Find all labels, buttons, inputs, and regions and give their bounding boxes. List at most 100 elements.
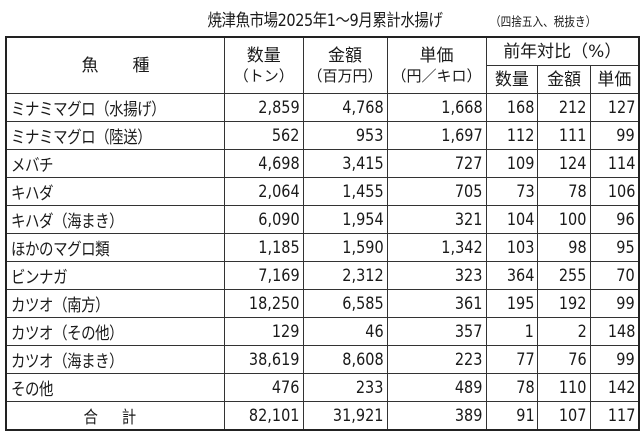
cell-text: 8,608 [342,349,384,370]
cell-text: 727 [454,153,483,174]
header-fish: 魚 種 [5,36,225,94]
cell-text: 1,697 [441,125,483,146]
cell-text: 76 [568,349,587,370]
cell-text: 38,619 [248,349,300,370]
table-row: カツオ（その他） 129 46 357 1 2 148 [5,317,640,346]
value-cell: 129 [223,317,304,346]
cell-text: 1,590 [342,237,384,258]
cell-text: 78 [568,181,587,202]
table-row: その他 476 233 489 78 110 142 [5,373,640,402]
fish-name-cell: ビンナガ [5,261,225,290]
cell-text: 6,585 [342,293,384,314]
cell-text: 142 [607,377,635,398]
header-yoy-quantity: 数量 [485,65,539,94]
cell-text: 1,342 [441,237,483,258]
cell-text: 78 [515,377,535,398]
value-cell: 727 [386,149,487,178]
cell-text: 2,064 [258,181,300,202]
cell-text: 6,090 [258,209,300,230]
value-cell: 255 [537,261,591,290]
value-cell: 476 [223,373,304,402]
header-quantity: 数量 （トン） [223,36,304,94]
value-cell: 103 [485,233,539,262]
value-cell: 99 [589,121,640,150]
header-unit-price-unit: （円／キロ） [391,66,482,85]
cell-text: カツオ（南方） [11,296,110,316]
fish-name-cell: 合計 [5,401,225,431]
cell-text: 106 [607,181,635,202]
cell-text: 357 [454,321,483,342]
cell-text: カツオ（その他） [11,324,124,344]
value-cell: 46 [302,317,388,346]
value-cell: 705 [386,177,487,206]
cell-text: 91 [515,405,535,426]
value-cell: 6,090 [223,205,304,234]
cell-text: 110 [559,377,587,398]
table-row: キハダ 2,064 1,455 705 73 78 106 [5,177,640,206]
value-cell: 70 [589,261,640,290]
header-quantity-label: 数量 [246,45,281,66]
cell-text: キハダ（海まき） [11,212,124,232]
landing-table: 魚 種 数量 （トン） 金額 （百万円） 単価 （円／キロ） 前年対比（%） 数量 金… [5,36,640,431]
cell-text: カツオ（海まき） [11,352,124,372]
header-yoy-amount: 金額 [537,65,591,94]
value-cell: 78 [537,177,591,206]
table-title: 焼津魚市場2025年1～9月累計水揚げ [207,11,443,31]
fish-name-cell: カツオ（南方） [5,289,225,318]
value-cell: 2 [537,317,591,346]
table-row: ビンナガ 7,169 2,312 323 364 255 70 [5,261,640,290]
value-cell: 142 [589,373,640,402]
value-cell: 4,768 [302,93,388,122]
value-cell: 321 [386,205,487,234]
table-row: カツオ（海まき） 38,619 8,608 223 77 76 99 [5,345,640,374]
value-cell: 2,064 [223,177,304,206]
fish-name-cell: キハダ（海まき） [5,205,225,234]
value-cell: 76 [537,345,591,374]
table-note: （四捨五入、税抜き） [490,14,597,29]
table-row: キハダ（海まき） 6,090 1,954 321 104 100 96 [5,205,640,234]
cell-text: 323 [454,265,483,286]
cell-text: 1,455 [342,181,384,202]
cell-text: 98 [568,237,587,258]
value-cell: 100 [537,205,591,234]
value-cell: 223 [386,345,487,374]
cell-text: 109 [506,153,535,174]
cell-text: 223 [454,349,483,370]
cell-text: 195 [506,293,535,314]
cell-text: 321 [454,209,483,230]
value-cell: 95 [589,233,640,262]
cell-text: 100 [559,209,587,230]
value-cell: 1 [485,317,539,346]
total-row: 合計 82,101 31,921 389 91 107 117 [5,401,640,431]
cell-text: 1,954 [342,209,384,230]
cell-text: 117 [607,405,635,426]
value-cell: 98 [537,233,591,262]
cell-text: 4,768 [342,97,384,118]
cell-text: ほかのマグロ類 [11,240,110,260]
cell-text: 364 [506,265,535,286]
value-cell: 357 [386,317,487,346]
cell-text: 4,698 [258,153,300,174]
cell-text: 361 [454,293,483,314]
cell-text: その他 [11,380,54,400]
cell-text: 389 [454,405,483,426]
fish-name-cell: メバチ [5,149,225,178]
value-cell: 99 [589,289,640,318]
value-cell: 361 [386,289,487,318]
header-amount: 金額 （百万円） [302,36,388,94]
value-cell: 124 [537,149,591,178]
fish-name-cell: カツオ（海まき） [5,345,225,374]
cell-text: 2,859 [258,97,300,118]
cell-text: 合計 [83,408,161,428]
fish-name-cell: ミナミマグロ（水揚げ） [5,93,225,122]
cell-text: 70 [616,265,635,286]
header-amount-unit: （百万円） [307,66,383,85]
cell-text: 111 [559,125,587,146]
value-cell: 110 [537,373,591,402]
cell-text: 148 [607,321,635,342]
fish-name-cell: ほかのマグロ類 [5,233,225,262]
fish-name-cell: カツオ（その他） [5,317,225,346]
cell-text: 7,169 [258,265,300,286]
header-amount-label: 金額 [328,45,362,66]
cell-text: 99 [616,125,635,146]
